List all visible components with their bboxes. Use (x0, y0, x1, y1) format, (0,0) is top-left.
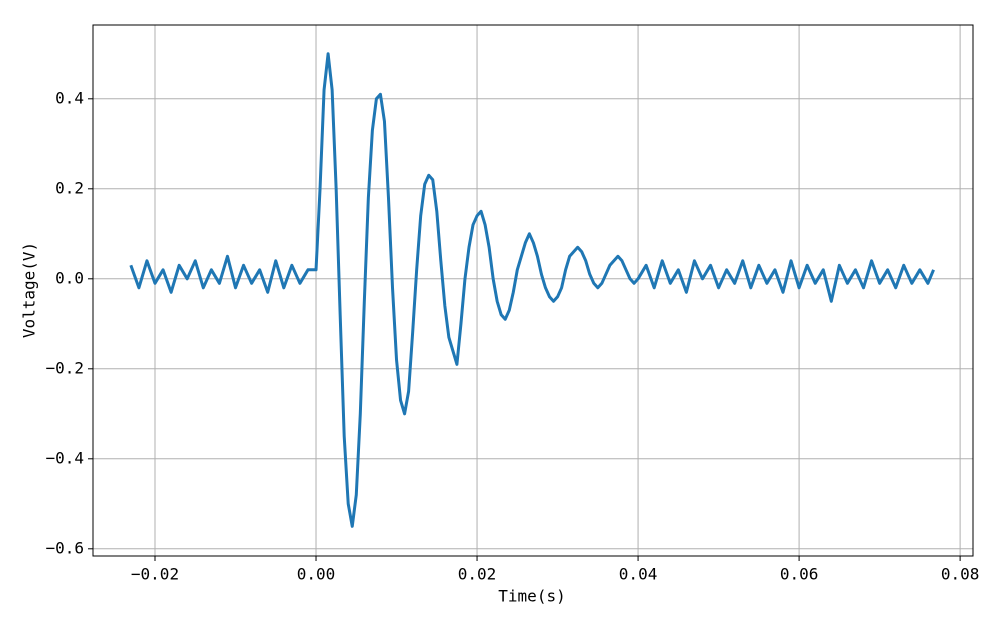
x-tick-label: 0.04 (619, 565, 658, 584)
x-axis-label: Time(s) (498, 587, 565, 606)
plot-frame (92, 24, 974, 557)
y-tick-label: −0.2 (45, 358, 84, 377)
y-tick-label: 0.2 (55, 178, 84, 197)
y-axis-label: Voltage(V) (20, 242, 39, 338)
y-tick-label: −0.4 (45, 448, 84, 467)
y-tick-label: 0.4 (55, 88, 84, 107)
y-tick-label: −0.6 (45, 538, 84, 557)
x-tick-label: 0.02 (458, 565, 497, 584)
x-tick-label: −0.02 (131, 565, 179, 584)
x-tick-label: 0.08 (941, 565, 980, 584)
y-tick-label: 0.0 (55, 268, 84, 287)
x-tick-label: 0.06 (780, 565, 819, 584)
data-line (129, 52, 935, 528)
x-tick-label: 0.00 (297, 565, 336, 584)
